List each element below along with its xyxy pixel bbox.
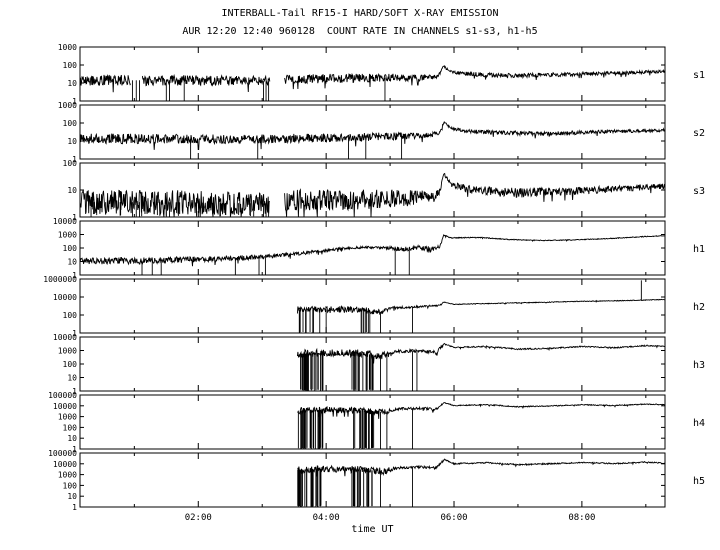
xtick-label: 02:00 <box>185 513 212 523</box>
trace-s3 <box>79 189 271 217</box>
chart-subtitle: AUR 12:20 12:40 960128 COUNT RATE IN CHA… <box>182 26 538 37</box>
ytick-label: 1 <box>72 213 77 222</box>
panel-h1: 10000 1000 100 10 1 <box>53 217 666 280</box>
panel-label-h3: h3 <box>693 360 705 371</box>
panel-frame <box>79 452 666 508</box>
ytick-label: 1 <box>72 445 77 454</box>
panel-label-h5: h5 <box>693 476 705 487</box>
x-axis-label: time UT <box>351 524 394 535</box>
ytick-label: 10000 <box>53 460 77 469</box>
ytick-label: 10000 <box>53 217 77 226</box>
ytick-label: 1000000 <box>43 275 77 284</box>
ytick-label: 10 <box>67 258 77 267</box>
panel-frame <box>79 394 666 450</box>
ytick-label: 100 <box>63 244 78 253</box>
ytick-label: 100 <box>63 159 78 168</box>
panel-label-h4: h4 <box>693 418 705 429</box>
ytick-label: 1 <box>72 271 77 280</box>
panel-frame <box>79 46 666 102</box>
panel-label-s3: s3 <box>693 186 705 197</box>
trace-h1 <box>79 234 665 267</box>
trace-s3 <box>284 172 666 217</box>
ytick-label: 100 <box>63 423 78 432</box>
ytick-label: 10 <box>67 137 77 146</box>
ytick-label: 10000 <box>53 293 77 302</box>
ytick-label: 1000 <box>58 43 77 52</box>
ytick-label: 10 <box>67 434 77 443</box>
trace-s1 <box>284 64 666 90</box>
ytick-label: 100 <box>63 481 78 490</box>
panel-s3: 100 10 1 <box>63 159 666 222</box>
panel-label-s2: s2 <box>693 128 705 139</box>
xtick-label: 04:00 <box>313 513 340 523</box>
panel-frame <box>79 278 666 334</box>
panel-s2: 1000 100 10 1 <box>58 101 666 164</box>
ytick-label: 10000 <box>53 333 77 342</box>
panel-label-h1: h1 <box>693 244 705 255</box>
ytick-label: 10000 <box>53 402 77 411</box>
ytick-label: 10 <box>67 186 77 195</box>
ytick-label: 100 <box>63 119 78 128</box>
ytick-label: 100 <box>63 61 78 70</box>
chart-title: INTERBALL-Tail RF15-I HARD/SOFT X-RAY EM… <box>221 8 499 19</box>
panel-label-s1: s1 <box>693 70 705 81</box>
trace-h3 <box>296 342 665 364</box>
trace-s2 <box>79 120 666 150</box>
ytick-label: 10 <box>67 79 77 88</box>
ytick-label: 1000 <box>58 347 77 356</box>
xtick-label: 06:00 <box>440 513 467 523</box>
panel-s1: 1000 100 10 1 <box>58 43 666 106</box>
ytick-label: 100000 <box>48 391 77 400</box>
ytick-label: 1 <box>72 503 77 512</box>
panel-h2: 1000000 10000 100 1 <box>43 275 666 338</box>
ytick-label: 1 <box>72 97 77 106</box>
ytick-label: 1 <box>72 155 77 164</box>
trace-h2 <box>296 298 665 315</box>
trace-h4 <box>297 402 665 419</box>
ytick-label: 1000 <box>58 413 77 422</box>
ytick-label: 1000 <box>58 471 77 480</box>
panel-frame <box>79 104 666 160</box>
trace-s1 <box>141 73 271 93</box>
ytick-label: 10 <box>67 492 77 501</box>
ytick-label: 10 <box>67 374 77 383</box>
trace-s1 <box>79 74 131 93</box>
ytick-label: 1 <box>72 387 77 396</box>
ytick-label: 100 <box>63 360 78 369</box>
ytick-label: 100 <box>63 311 78 320</box>
panel-h3: 10000 1000 100 10 1 <box>53 333 666 396</box>
ytick-label: 1000 <box>58 101 77 110</box>
panel-label-h2: h2 <box>693 302 705 313</box>
xtick-label: 08:00 <box>568 513 595 523</box>
ytick-label: 100000 <box>48 449 77 458</box>
ytick-label: 1000 <box>58 231 77 240</box>
ytick-label: 1 <box>72 329 77 338</box>
